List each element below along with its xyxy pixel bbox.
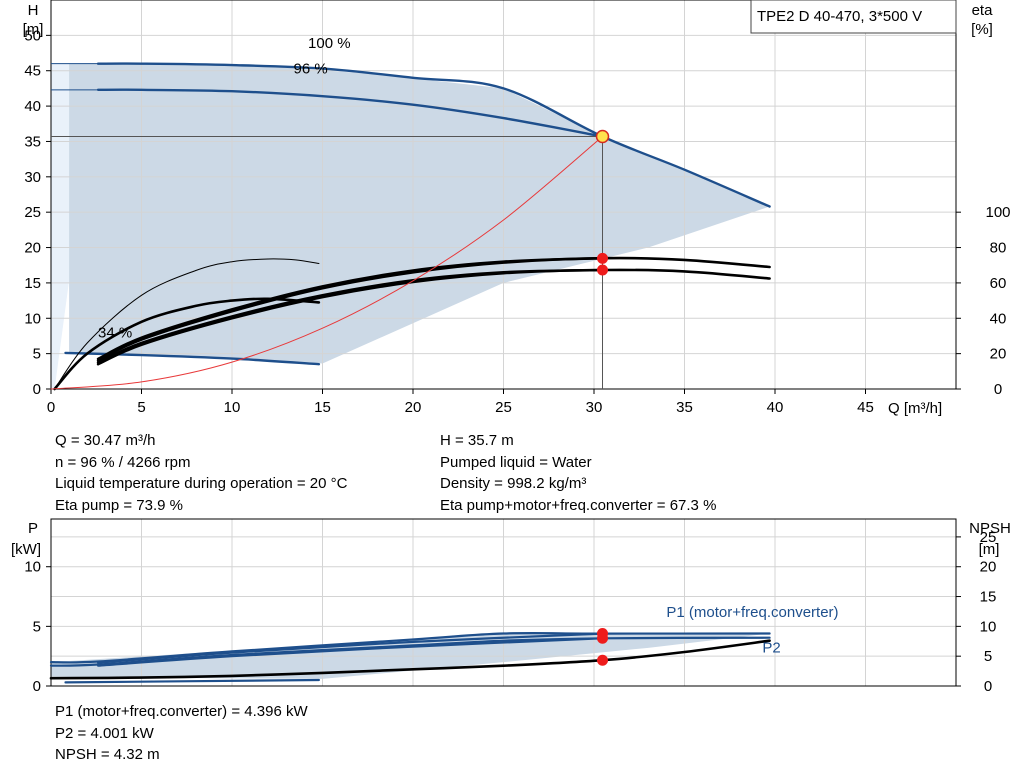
operating-point-eta-total xyxy=(597,264,609,276)
x-tick-label: 20 xyxy=(405,399,422,416)
curve-label-100: 100 % xyxy=(308,35,351,52)
power-npsh-chart: 0 5 10 0 5 10 15 20 25 P [kW] NPSH [m] P1 (motor+freq… xyxy=(11,518,1011,695)
y-left-tick-label: 15 xyxy=(24,275,41,292)
curve-label-p2: P2 xyxy=(762,640,780,657)
info-liquid-temperature: Liquid temperature during operation = 20… xyxy=(55,475,348,492)
series-eta-pump-96 xyxy=(96,256,605,361)
curve-label-34: 34 % xyxy=(98,324,132,341)
info-eta-pump: Eta pump = 73.9 % xyxy=(55,496,183,514)
y-right-tick-label: 25 xyxy=(980,529,997,546)
info-npsh: NPSH = 4.32 m xyxy=(55,746,160,763)
grid xyxy=(51,519,956,686)
y-left-tick-label: 10 xyxy=(24,559,41,576)
y-right-tick-label: 20 xyxy=(990,346,1007,363)
x-tick-label: 40 xyxy=(767,399,784,416)
info-flow: Q = 30.47 m³/h xyxy=(55,432,156,449)
info-p1: P1 (motor+freq.converter) = 4.396 kW xyxy=(55,703,308,720)
y-right-tick-label: 60 xyxy=(990,275,1007,292)
x-tick-label: 30 xyxy=(586,399,603,416)
series-p1-96 xyxy=(97,632,604,664)
y-left-tick-label: 0 xyxy=(33,678,41,695)
series-34 xyxy=(64,351,321,366)
y-left-tick-label: 25 xyxy=(24,204,41,221)
y-right-tick-label: 40 xyxy=(990,310,1007,327)
y-right-tick-label: 15 xyxy=(980,589,997,606)
x-tick-label: 5 xyxy=(137,399,145,416)
upper-info-left: Q = 30.47 m³/h n = 96 % / 4266 rpm Liqui… xyxy=(55,430,347,516)
x-axis-label: Q [m³/h] xyxy=(888,400,942,417)
y-right-axis-label: NPSH xyxy=(969,520,1011,537)
operating-point-npsh xyxy=(597,654,609,666)
series-eta-pump-100 xyxy=(96,256,771,362)
info-speed: n = 96 % / 4266 rpm xyxy=(55,453,191,471)
y-left-tick-label: 45 xyxy=(24,63,41,80)
x-tick-label: 35 xyxy=(676,399,693,416)
series-npsh xyxy=(49,639,771,680)
series-100 xyxy=(96,62,771,208)
y-left-tick-label: 10 xyxy=(24,310,41,327)
x-tick-label: 10 xyxy=(224,399,241,416)
chart-title: TPE2 D 40-470, 3*500 V xyxy=(757,8,922,25)
info-density: Density = 998.2 kg/m³ xyxy=(440,475,587,492)
y-right-tick-label: 5 xyxy=(984,648,992,665)
y-right-axis-unit: [m] xyxy=(979,541,1000,558)
x-tick-label: 45 xyxy=(857,399,874,416)
series-96 xyxy=(96,88,604,138)
series-system-curve xyxy=(50,136,603,390)
x-tick-label: 0 xyxy=(47,399,55,416)
y-left-tick-label: 50 xyxy=(24,27,41,44)
y-right-tick-label: 80 xyxy=(990,240,1007,257)
y-left-tick-label: 30 xyxy=(24,169,41,186)
y-left-axis-unit: [m] xyxy=(23,21,44,38)
operating-point-p2 xyxy=(597,632,609,644)
y-left-tick-label: 5 xyxy=(33,618,41,635)
info-p2: P2 = 4.001 kW xyxy=(55,724,154,742)
y-right-tick-label: 10 xyxy=(980,618,997,635)
curve-label-96: 96 % xyxy=(294,61,328,78)
x-tick-label: 25 xyxy=(495,399,512,416)
info-head: H = 35.7 m xyxy=(440,432,514,449)
title-box xyxy=(750,0,957,34)
plot-frame xyxy=(50,518,957,687)
y-left-axis-label: H xyxy=(28,2,39,19)
x-tick-label: 15 xyxy=(314,399,331,416)
upper-info-right: H = 35.7 m Pumped liquid = Water Density… xyxy=(440,430,716,516)
series-p2-96 xyxy=(97,637,604,667)
series-eta-total-34 xyxy=(53,297,321,391)
y-left-tick-label: 20 xyxy=(24,240,41,257)
series-eta-total-96 xyxy=(96,268,605,364)
grid xyxy=(51,0,956,389)
y-right-axis-label: eta xyxy=(972,2,994,19)
y-left-tick-label: 5 xyxy=(33,346,41,363)
y-right-tick-label: 20 xyxy=(980,559,997,576)
y-left-axis-label: P xyxy=(28,520,38,537)
head-efficiency-chart: 0 5 10 15 20 25 30 35 40 45 0 5 10 15 20 25 30 35 40 45 50 0 2… xyxy=(23,0,1011,417)
info-pumped-liquid: Pumped liquid = Water xyxy=(440,453,592,471)
y-right-tick-label: 100 xyxy=(985,204,1010,221)
operating-point-head xyxy=(595,129,610,144)
operating-point-eta-pump xyxy=(597,252,609,264)
y-left-tick-label: 40 xyxy=(24,98,41,115)
series-eta-total-100 xyxy=(96,268,771,366)
series-eta-pump-34 xyxy=(54,258,320,390)
y-right-tick-label: 0 xyxy=(984,678,992,695)
y-right-axis-unit: [%] xyxy=(971,21,993,38)
y-left-tick-label: 35 xyxy=(24,133,41,150)
info-eta-total: Eta pump+motor+freq.converter = 67.3 % xyxy=(440,496,717,514)
y-right-tick-label: 0 xyxy=(994,381,1002,398)
curve-label-p1-motor-freq-converter: P1 (motor+freq.converter) xyxy=(666,604,838,621)
series-p-34 xyxy=(64,678,320,684)
y-left-axis-unit: [kW] xyxy=(11,541,41,558)
lower-info: P1 (motor+freq.converter) = 4.396 kW P2 … xyxy=(55,701,308,766)
y-left-tick-label: 0 xyxy=(33,381,41,398)
